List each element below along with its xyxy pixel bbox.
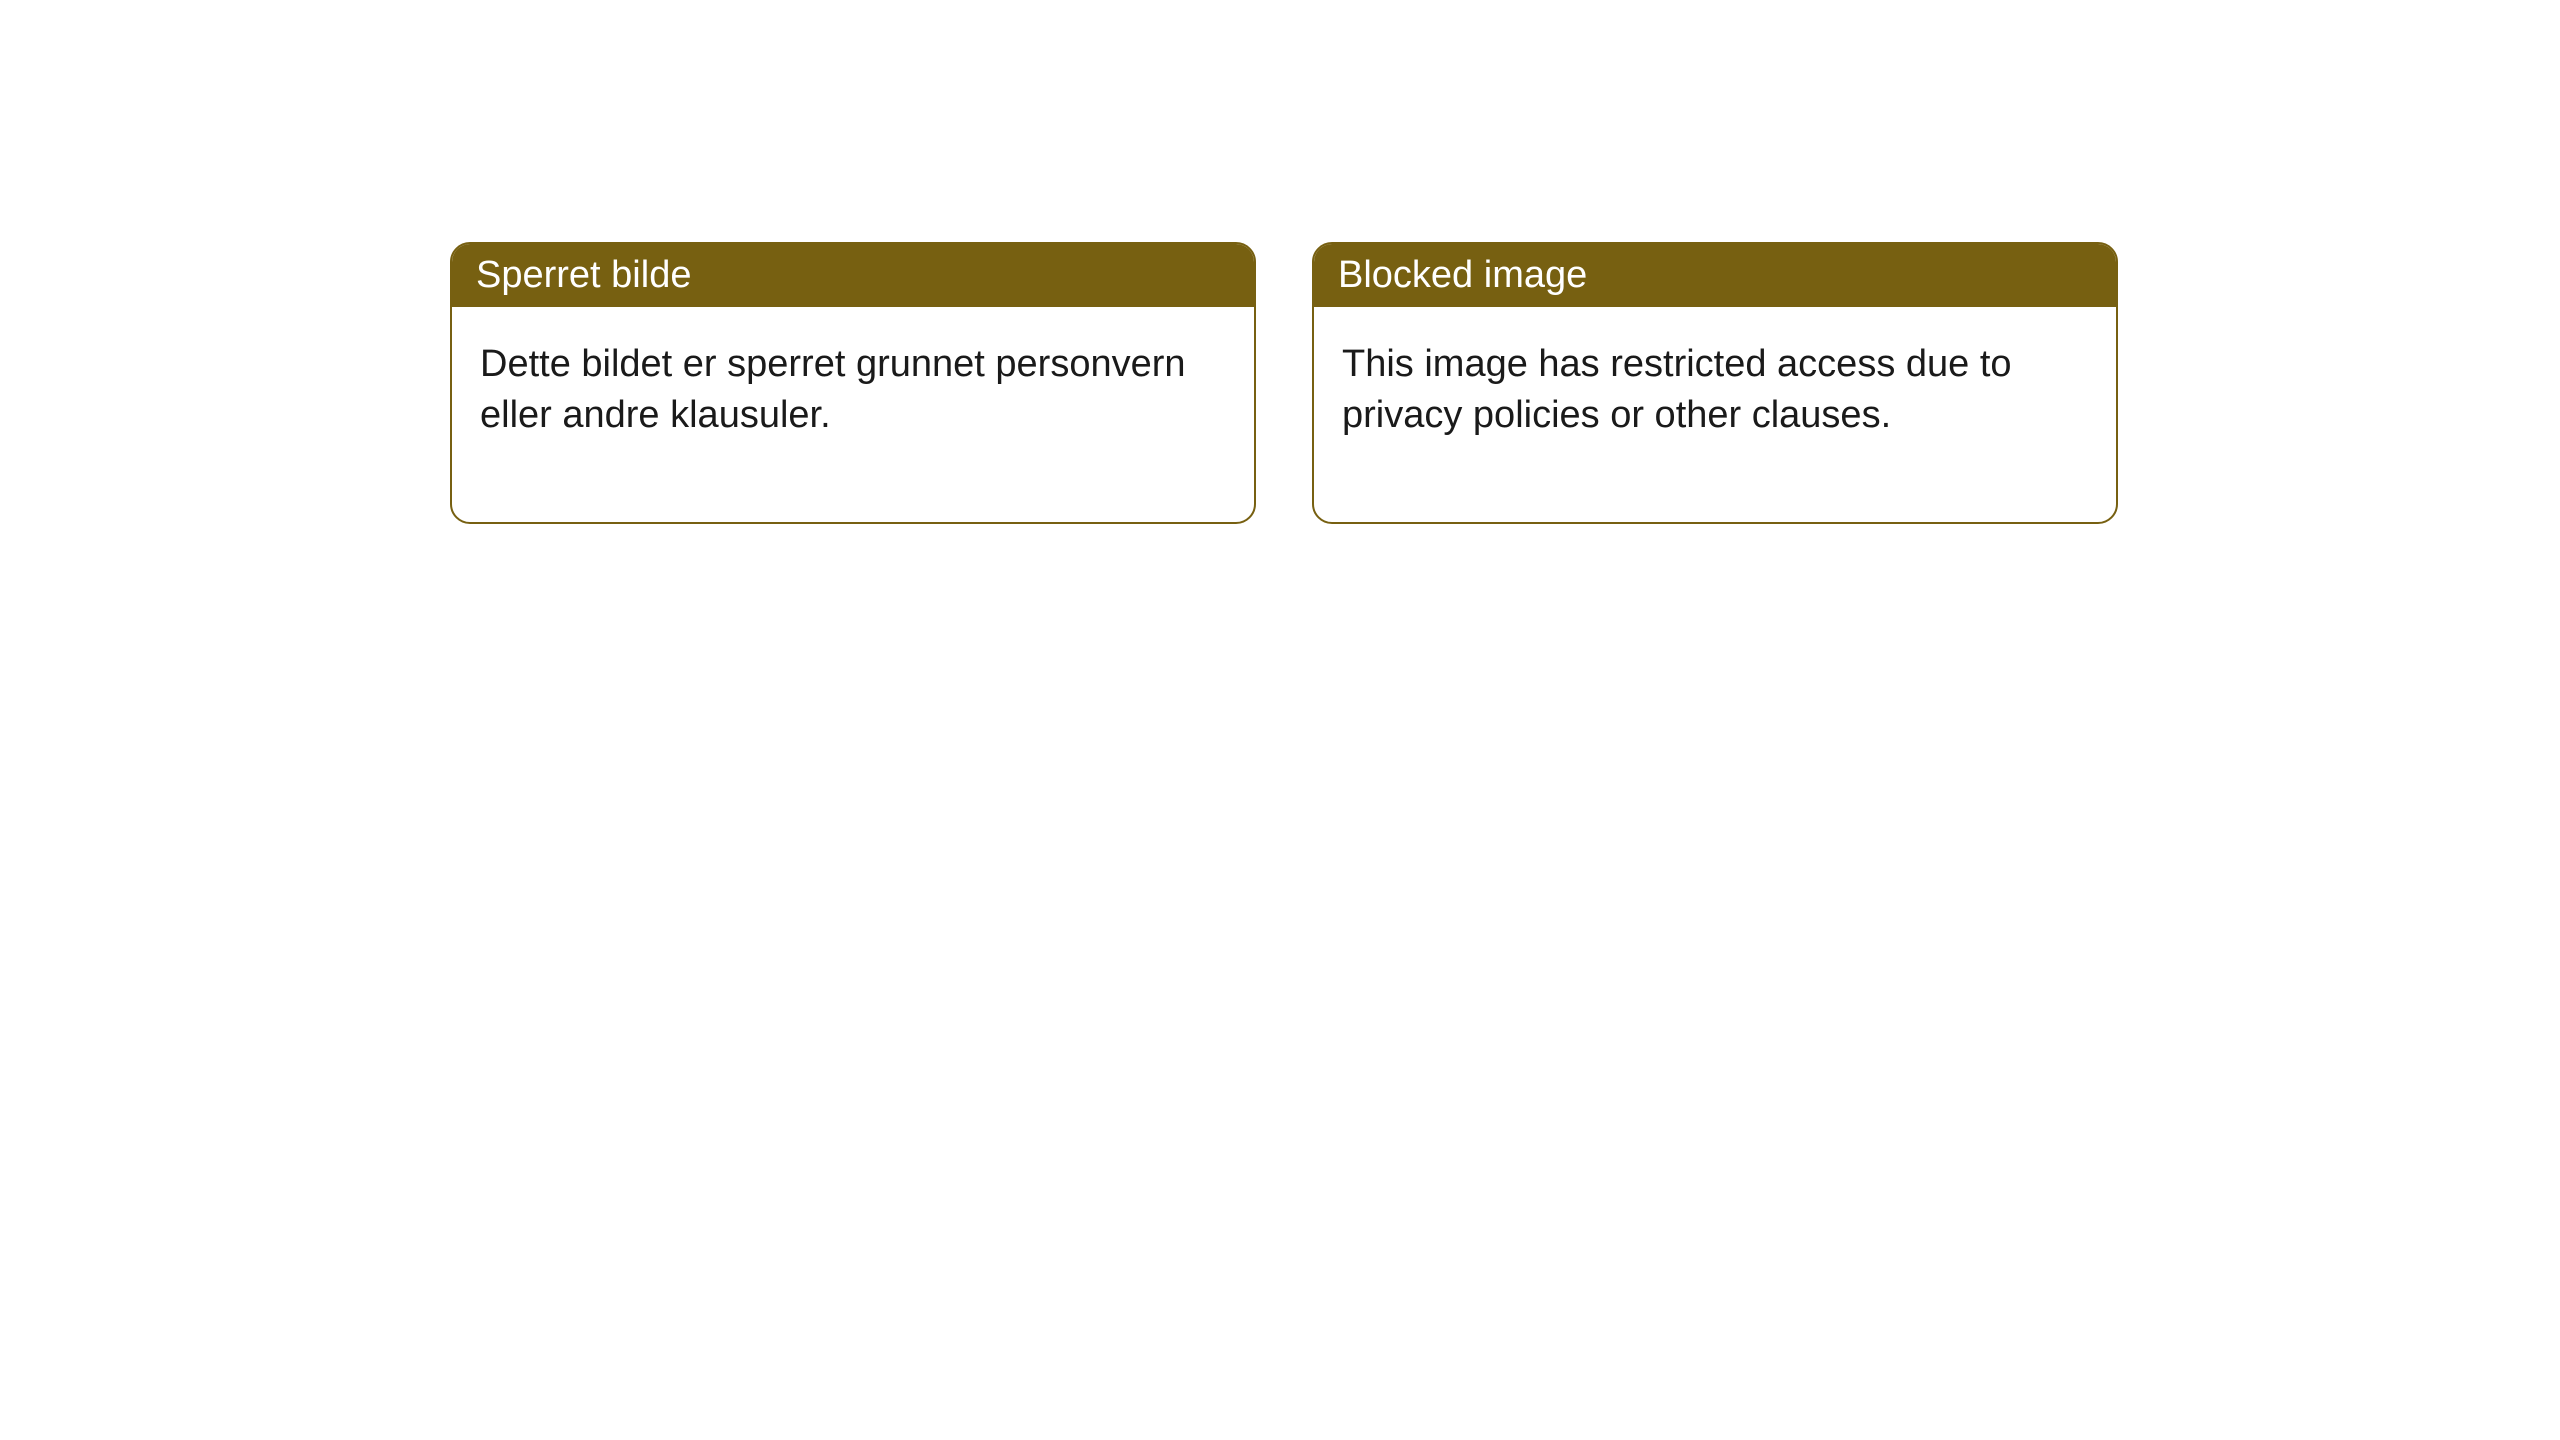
notice-card-title: Sperret bilde [476,254,691,296]
notice-card-title: Blocked image [1338,254,1587,296]
notice-card-norwegian: Sperret bilde Dette bildet er sperret gr… [450,242,1256,524]
notice-card-header: Sperret bilde [452,244,1254,307]
notice-card-english: Blocked image This image has restricted … [1312,242,2118,524]
notice-card-body: Dette bildet er sperret grunnet personve… [452,307,1254,522]
notice-card-body-text: This image has restricted access due to … [1342,343,2012,436]
notice-card-header: Blocked image [1314,244,2116,307]
notice-cards-container: Sperret bilde Dette bildet er sperret gr… [0,0,2560,524]
notice-card-body: This image has restricted access due to … [1314,307,2116,522]
notice-card-body-text: Dette bildet er sperret grunnet personve… [480,343,1186,436]
